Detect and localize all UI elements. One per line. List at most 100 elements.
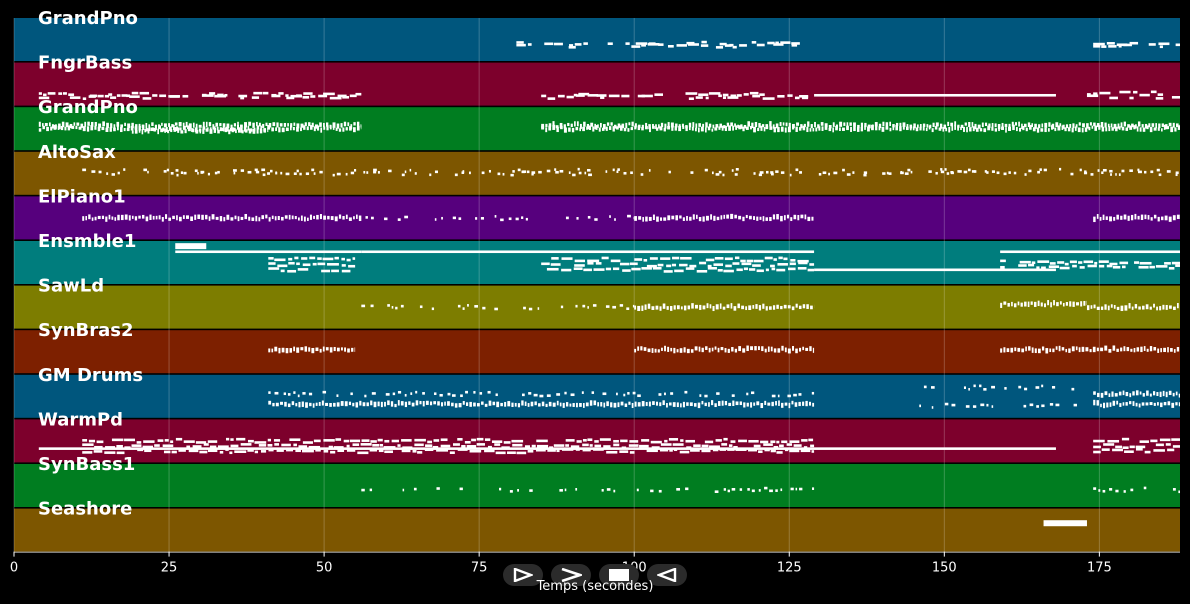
note [492, 401, 496, 406]
note [1037, 170, 1041, 174]
note [116, 125, 119, 131]
note [576, 121, 579, 127]
track-lane[interactable]: SynBras2 [14, 320, 1180, 374]
note [1133, 90, 1138, 94]
note [682, 125, 685, 129]
note [579, 127, 581, 132]
note [849, 122, 852, 126]
rewind-button[interactable] [647, 564, 687, 586]
stop-button[interactable] [599, 564, 639, 586]
track-lane[interactable]: GM Drums [14, 365, 1180, 418]
note [684, 390, 688, 394]
note [795, 348, 798, 354]
note [1134, 304, 1138, 309]
note [261, 168, 266, 172]
note [775, 41, 779, 45]
note [589, 400, 593, 406]
note [222, 123, 226, 127]
note [194, 127, 198, 133]
note [341, 257, 345, 261]
note [221, 127, 224, 132]
note [1108, 45, 1117, 48]
track-lane[interactable]: GrandPno [14, 8, 1180, 61]
note [967, 168, 971, 172]
note [1146, 390, 1149, 396]
note [619, 450, 629, 453]
note [203, 443, 209, 446]
note [771, 401, 774, 407]
note [240, 127, 243, 133]
note [758, 489, 761, 492]
note [619, 125, 623, 131]
note [658, 393, 662, 396]
note [319, 122, 322, 127]
note [750, 402, 753, 408]
note [705, 96, 709, 100]
note [176, 215, 178, 221]
note [1099, 91, 1111, 95]
note [312, 262, 317, 266]
note [874, 122, 878, 127]
track-lane[interactable]: FngrBass [14, 53, 1180, 106]
note [800, 124, 803, 129]
note [1003, 347, 1006, 353]
note [1132, 401, 1135, 406]
track-lane[interactable]: SynBass1 [14, 454, 1180, 507]
note [670, 392, 674, 395]
note [425, 400, 429, 405]
note [1081, 127, 1084, 133]
note [1107, 123, 1110, 128]
note [686, 215, 688, 221]
note [1163, 124, 1166, 130]
note [1096, 123, 1100, 128]
track-lane[interactable]: Seashore [14, 499, 1180, 552]
note [38, 92, 42, 95]
track-lane[interactable]: SawLd [14, 276, 1180, 329]
note [824, 126, 828, 130]
track-lane[interactable]: AltoSax [14, 142, 1180, 195]
track-lane[interactable]: Ensmble1 [14, 231, 1180, 284]
track-label: Seashore [38, 499, 132, 520]
note [648, 169, 651, 172]
note [1052, 348, 1055, 353]
note [770, 264, 775, 268]
note [283, 392, 287, 396]
note [143, 168, 147, 172]
note [247, 439, 254, 443]
note [1150, 90, 1157, 94]
note [711, 347, 714, 352]
track-lane[interactable]: WarmPd [14, 409, 1180, 463]
note [391, 439, 399, 443]
note [1023, 404, 1027, 408]
note [546, 169, 551, 173]
note [621, 446, 627, 450]
note [667, 122, 670, 128]
track-lane[interactable]: GrandPno [14, 97, 1180, 151]
note [724, 400, 728, 406]
note [335, 438, 342, 441]
track-lane[interactable]: ElPiano1 [14, 186, 1180, 240]
note [691, 303, 694, 309]
note [821, 126, 824, 131]
note [1175, 171, 1179, 175]
note [714, 403, 717, 408]
note [646, 449, 658, 453]
note [693, 444, 701, 447]
play-button[interactable] [503, 564, 543, 586]
next-button[interactable] [551, 564, 591, 586]
note [1176, 123, 1179, 128]
note [121, 94, 128, 97]
note [629, 451, 635, 454]
note [521, 400, 524, 406]
note [1107, 305, 1110, 311]
note [723, 214, 726, 219]
note [559, 489, 563, 492]
note [355, 402, 359, 408]
note [238, 94, 248, 98]
note [776, 214, 779, 220]
note [728, 125, 731, 131]
note [730, 440, 736, 443]
note [152, 94, 158, 97]
note [634, 123, 637, 128]
